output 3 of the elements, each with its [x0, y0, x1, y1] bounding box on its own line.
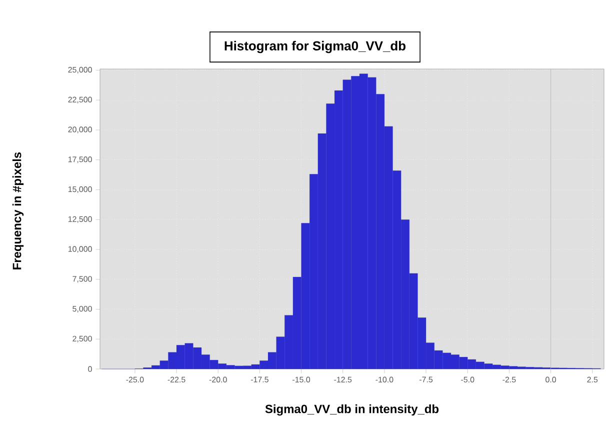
x-axis-title: Sigma0_VV_db in intensity_db: [265, 404, 439, 416]
chart-title: Histogram for Sigma0_VV_db: [224, 40, 406, 54]
y-axis-title: Frequency in #pixels: [12, 152, 24, 270]
